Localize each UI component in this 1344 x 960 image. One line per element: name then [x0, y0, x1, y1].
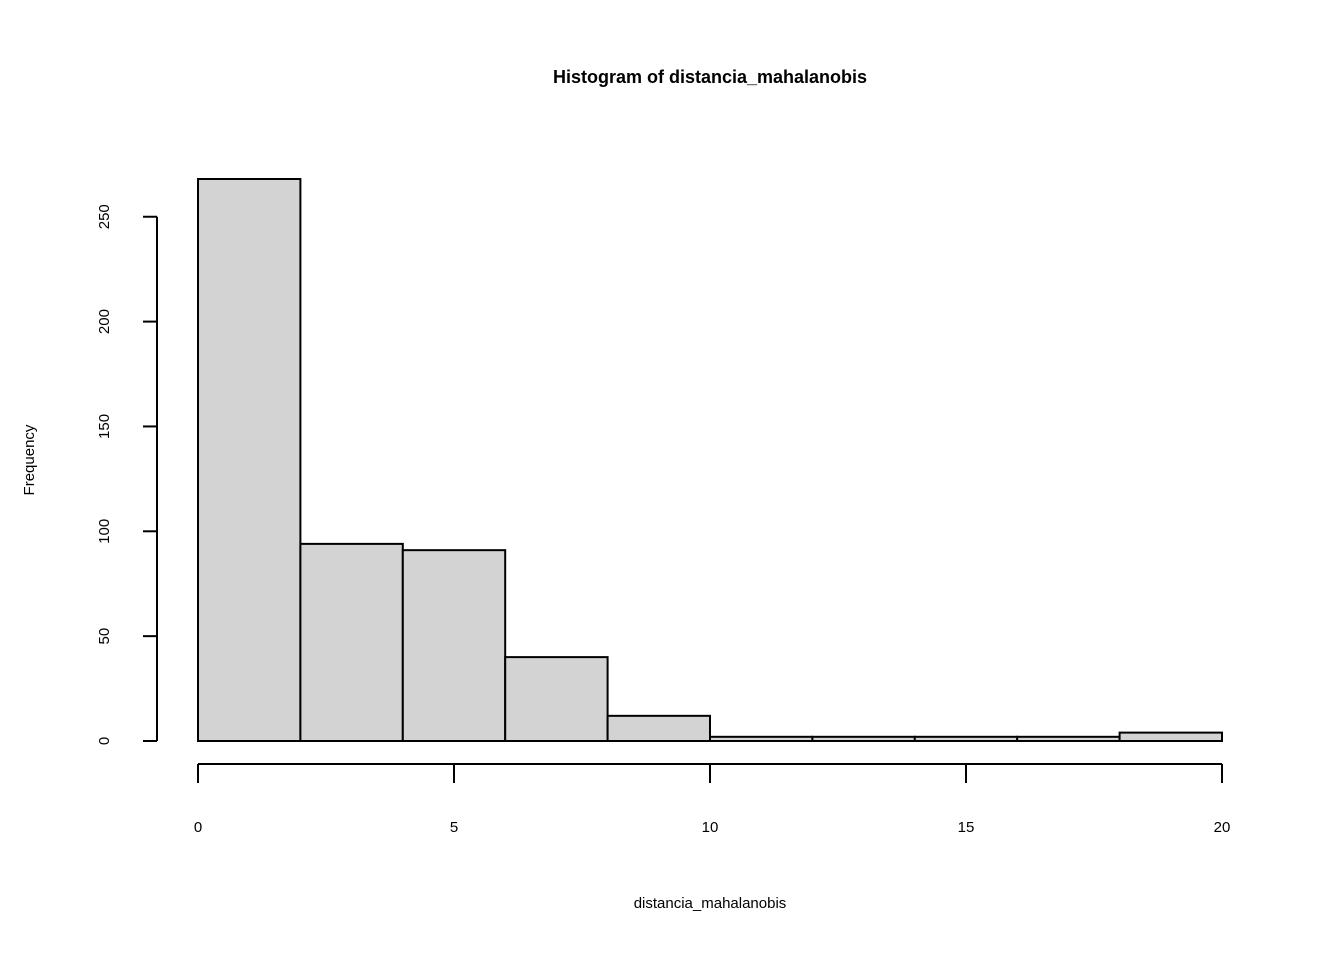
bar — [811, 735, 916, 742]
bar — [504, 656, 609, 742]
x-tick-label: 5 — [450, 819, 458, 836]
bar — [709, 735, 814, 742]
bar — [401, 549, 507, 742]
y-tick-label: 250 — [96, 204, 113, 229]
y-tick-label: 0 — [96, 737, 113, 745]
x-tick-label: 20 — [1214, 819, 1231, 836]
bar — [1016, 735, 1121, 742]
bar — [299, 542, 404, 743]
y-axis-label: Frequency — [21, 424, 38, 495]
bar — [913, 735, 1019, 742]
x-axis-label: distancia_mahalanobis — [634, 895, 787, 912]
bar — [1118, 731, 1223, 742]
bar — [606, 714, 711, 742]
x-tick-label: 15 — [958, 819, 975, 836]
y-tick-label: 200 — [96, 309, 113, 334]
y-tick-label: 100 — [96, 519, 113, 544]
x-tick-label: 10 — [702, 819, 719, 836]
bar — [197, 178, 302, 742]
y-tick-label: 50 — [96, 628, 113, 645]
y-tick-label: 150 — [96, 414, 113, 439]
chart-title: Histogram of distancia_mahalanobis — [553, 67, 867, 87]
x-tick-label: 0 — [194, 819, 202, 836]
